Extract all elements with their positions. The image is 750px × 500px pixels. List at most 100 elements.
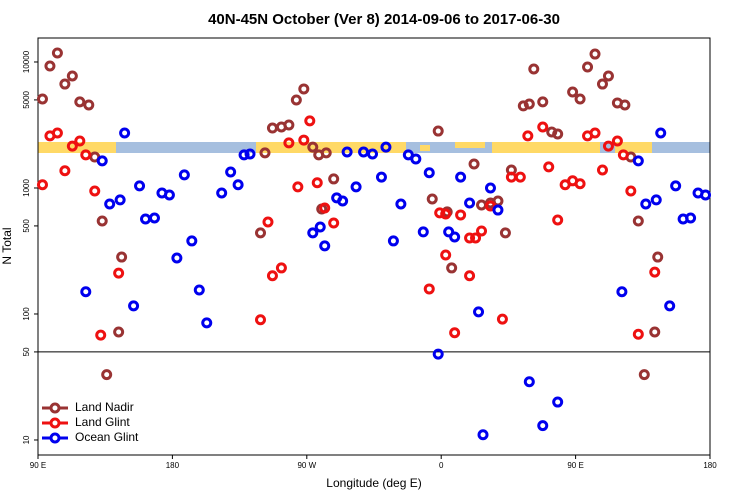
- marker: [74, 96, 86, 108]
- marker: [101, 369, 113, 381]
- marker: [114, 194, 126, 206]
- marker: [492, 204, 504, 216]
- marker: [89, 185, 101, 197]
- marker: [80, 149, 92, 161]
- y-tick-label: 10: [22, 435, 31, 444]
- marker: [283, 137, 295, 149]
- legend-marker: [49, 402, 61, 414]
- y-axis-label: N Total: [0, 227, 14, 264]
- marker: [83, 99, 95, 111]
- marker: [59, 165, 71, 177]
- marker: [602, 140, 614, 152]
- marker: [426, 193, 438, 205]
- marker: [201, 317, 213, 329]
- marker: [582, 61, 594, 73]
- marker: [238, 149, 250, 161]
- marker: [537, 121, 549, 133]
- marker: [311, 177, 323, 189]
- marker: [611, 135, 623, 147]
- y-tick-label: 5000: [22, 90, 31, 108]
- marker: [193, 284, 205, 296]
- marker: [632, 155, 644, 167]
- marker: [104, 198, 116, 210]
- plot-frame: [37, 37, 711, 456]
- marker: [387, 235, 399, 247]
- marker: [440, 208, 452, 220]
- marker: [113, 267, 125, 279]
- marker: [670, 180, 682, 192]
- marker: [178, 169, 190, 181]
- marker: [186, 235, 198, 247]
- legend-label: Land Glint: [75, 415, 130, 429]
- marker: [552, 396, 564, 408]
- x-axis-label: Longitude (deg E): [326, 476, 421, 490]
- x-tick-label: 180: [703, 461, 717, 470]
- y-tick-label: 10000: [22, 50, 31, 73]
- marker: [290, 94, 302, 106]
- marker: [632, 215, 644, 227]
- marker: [328, 173, 340, 185]
- marker: [216, 187, 228, 199]
- marker: [523, 98, 535, 110]
- marker: [496, 313, 508, 325]
- marker: [232, 179, 244, 191]
- marker: [528, 63, 540, 75]
- legend-marker: [49, 417, 61, 429]
- legend-marker: [49, 432, 61, 444]
- y-tick-label: 50: [22, 347, 31, 356]
- marker: [499, 227, 511, 239]
- marker: [543, 161, 555, 173]
- marker: [664, 300, 676, 312]
- marker: [446, 262, 458, 274]
- marker: [350, 181, 362, 193]
- marker: [307, 141, 319, 153]
- marker: [505, 171, 517, 183]
- marker: [464, 197, 476, 209]
- marker: [468, 158, 480, 170]
- marker: [140, 213, 152, 225]
- marker: [113, 326, 125, 338]
- marker: [66, 140, 78, 152]
- marker: [596, 78, 608, 90]
- marker: [589, 127, 601, 139]
- marker: [51, 127, 63, 139]
- marker: [449, 231, 461, 243]
- marker: [328, 217, 340, 229]
- marker: [432, 125, 444, 137]
- marker: [259, 147, 271, 159]
- marker: [640, 198, 652, 210]
- marker: [95, 329, 107, 341]
- marker: [163, 189, 175, 201]
- marker: [700, 189, 712, 201]
- marker: [655, 127, 667, 139]
- marker: [638, 369, 650, 381]
- marker: [455, 209, 467, 221]
- marker: [574, 93, 586, 105]
- marker: [319, 240, 331, 252]
- marker: [464, 270, 476, 282]
- marker: [244, 148, 256, 160]
- marker: [255, 314, 267, 326]
- marker: [44, 60, 56, 72]
- marker: [298, 83, 310, 95]
- marker: [304, 115, 316, 127]
- marker: [275, 262, 287, 274]
- marker: [171, 252, 183, 264]
- marker: [320, 147, 332, 159]
- marker: [367, 148, 379, 160]
- y-tick-label: 1000: [22, 179, 31, 197]
- marker: [266, 122, 278, 134]
- marker: [314, 221, 326, 233]
- marker: [652, 251, 664, 263]
- x-tick-label: 90 E: [30, 461, 46, 470]
- marker: [66, 70, 78, 82]
- marker: [434, 207, 446, 219]
- marker: [477, 429, 489, 441]
- marker: [375, 171, 387, 183]
- marker: [476, 199, 488, 211]
- marker: [617, 149, 629, 161]
- marker: [36, 179, 48, 191]
- marker: [380, 141, 392, 153]
- marker: [440, 249, 452, 261]
- marker: [283, 119, 295, 131]
